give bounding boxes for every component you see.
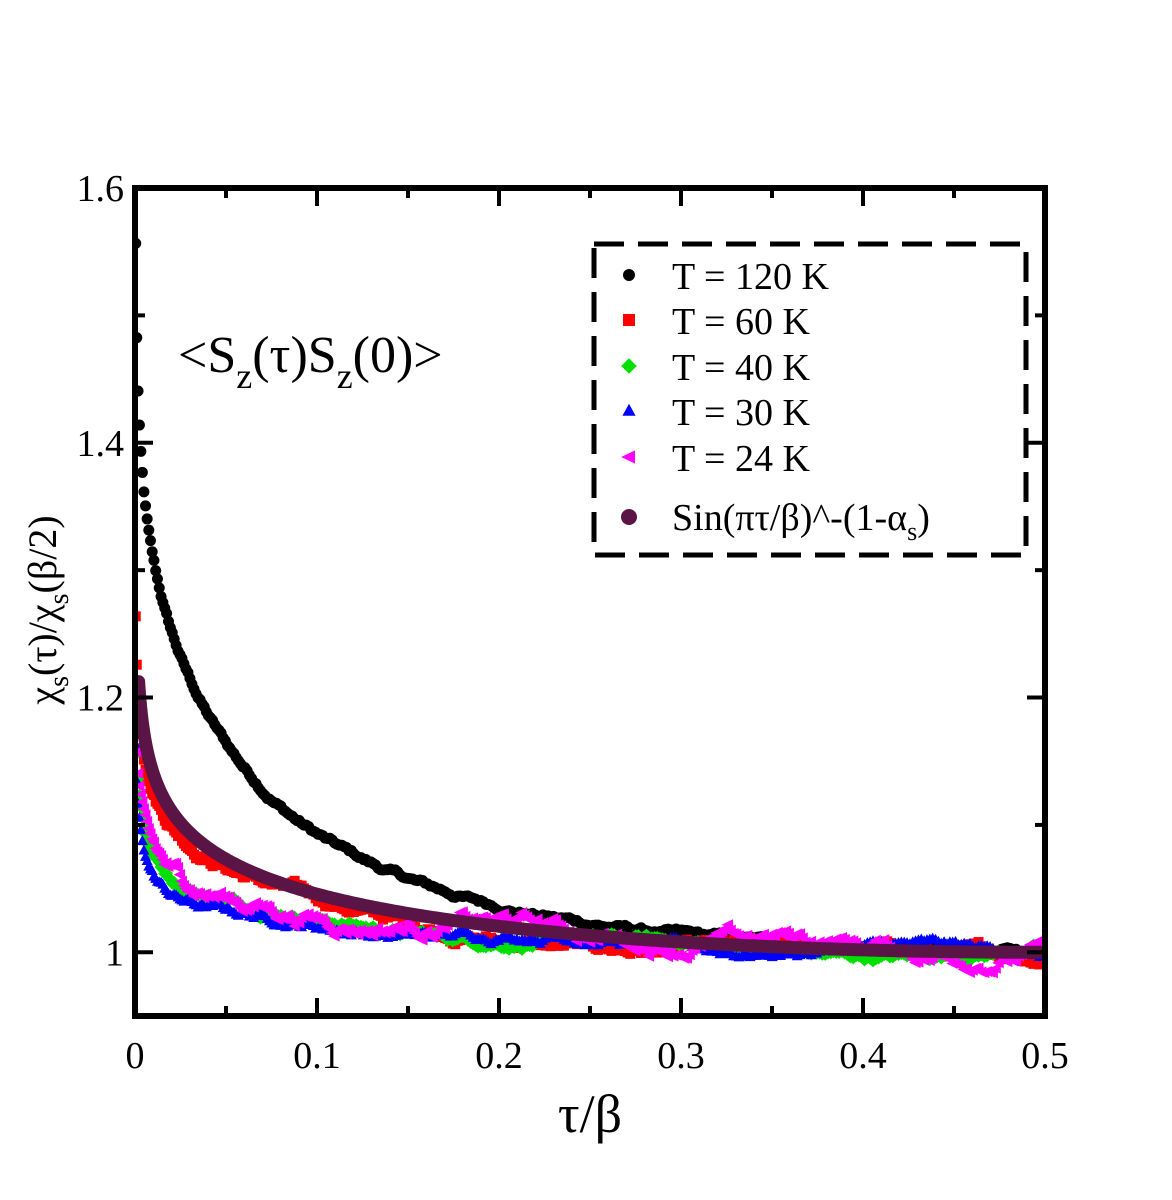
legend-box <box>591 241 1029 558</box>
data-point <box>156 804 167 815</box>
x-tick-label: 0.5 <box>1021 1035 1069 1077</box>
data-point <box>147 836 159 848</box>
legend-marker <box>621 450 635 464</box>
data-point <box>135 780 145 792</box>
data-point <box>135 796 148 808</box>
x-tick-label: 0.1 <box>293 1035 341 1077</box>
data-point <box>141 513 153 525</box>
data-point <box>141 854 153 865</box>
y-axis-label: χs(τ)/χs(β/2) <box>20 515 75 705</box>
x-tick-label: 0 <box>126 1035 145 1077</box>
legend-label: T = 60 K <box>672 301 810 343</box>
x-tick-label: 0.4 <box>839 1035 887 1077</box>
x-tick-label: 0.3 <box>657 1035 705 1077</box>
data-point <box>140 500 152 512</box>
data-point <box>150 565 162 577</box>
data-point <box>138 486 150 498</box>
legend-label: T = 24 K <box>672 438 810 480</box>
data-point <box>135 824 147 835</box>
legend-entry-0: T = 120 K <box>623 256 829 298</box>
data-point <box>138 844 150 855</box>
legend-label-fit: Sin(πτ/β)^-(1-αs) <box>672 497 930 546</box>
data-point <box>135 659 142 670</box>
data-point <box>135 788 146 800</box>
legend-entry-fit: Sin(πτ/β)^-(1-αs) <box>621 497 930 546</box>
data-point <box>151 573 163 585</box>
legend-marker <box>621 358 637 374</box>
legend-marker <box>623 269 635 281</box>
y-tick-label: 1.6 <box>77 168 125 210</box>
y-tick-label: 1.4 <box>77 423 125 465</box>
fit-layer <box>135 675 1045 959</box>
ticks-layer: 0 0.1 0.2 0.3 0.4 0.5 1 1.2 1.4 1.6 <box>77 168 1069 1077</box>
data-point <box>144 535 156 547</box>
legend-entry-4: T = 24 K <box>621 438 810 480</box>
data-point <box>148 789 159 800</box>
legend-marker <box>623 314 635 326</box>
series-4 <box>135 703 1045 979</box>
legend-label: T = 120 K <box>672 256 829 298</box>
data-point <box>143 524 155 536</box>
legend-marker <box>622 403 636 416</box>
data-point <box>136 466 148 478</box>
data-point <box>153 582 165 594</box>
annotation: <Sz(τ)Sz(0)> <box>178 327 443 396</box>
legend-label: T = 40 K <box>672 347 810 389</box>
legend-entry-3: T = 30 K <box>622 392 810 434</box>
data-point <box>148 554 160 566</box>
x-tick-label: 0.2 <box>475 1035 523 1077</box>
legend-entry-1: T = 60 K <box>623 301 810 343</box>
data-point <box>416 934 428 946</box>
data-point <box>140 815 153 827</box>
data-point <box>139 809 151 821</box>
data-point <box>989 962 1001 974</box>
data-point <box>146 546 158 558</box>
legend: T = 120 KT = 60 KT = 40 KT = 30 KT = 24 … <box>591 241 1029 558</box>
legend-entries: T = 120 KT = 60 KT = 40 KT = 30 KT = 24 … <box>621 256 829 480</box>
data-point <box>171 861 184 873</box>
legend-entry-2: T = 40 K <box>621 347 810 389</box>
data-point <box>877 934 890 946</box>
data-point <box>173 869 186 881</box>
y-tick-label: 1.2 <box>77 678 125 720</box>
legend-marker-fit <box>621 509 637 525</box>
data-point <box>135 445 147 457</box>
data-point <box>143 776 154 787</box>
legend-label: T = 30 K <box>672 392 810 434</box>
data-point <box>135 767 144 779</box>
data-point <box>136 835 148 846</box>
y-tick-label: 1 <box>105 932 124 974</box>
x-axis-label: τ/β <box>558 1084 622 1144</box>
fit-curve <box>135 675 1045 959</box>
